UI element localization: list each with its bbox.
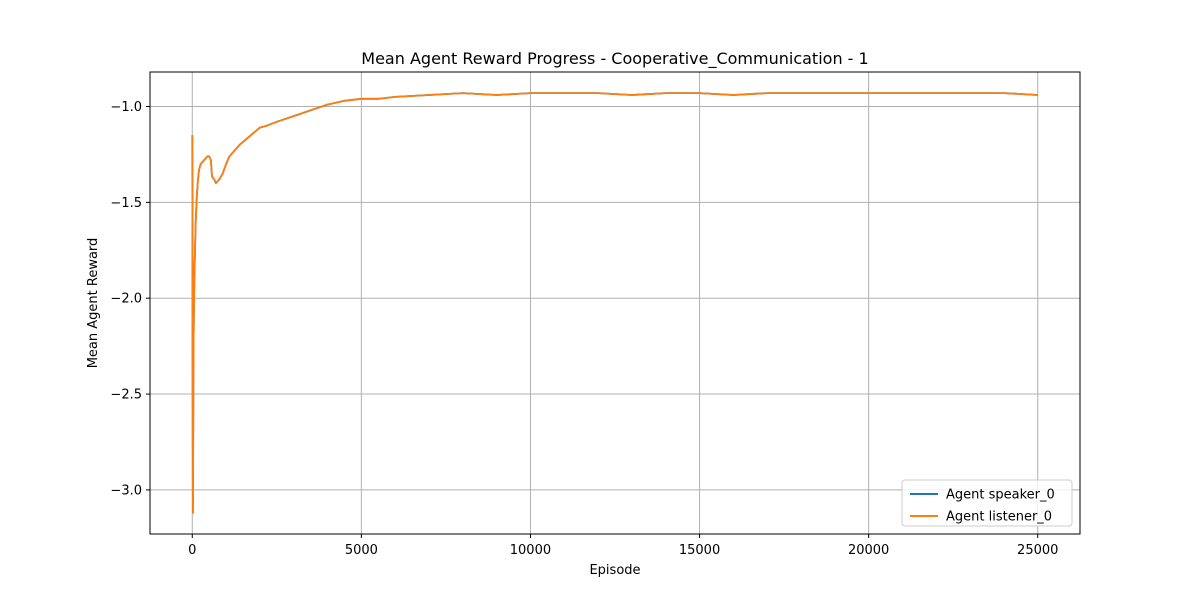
series-line-1 [191,92,1038,514]
y-axis: −3.0 −2.5 −2.0 −1.5 −1.0 [110,100,150,498]
x-axis-label: Episode [589,563,640,578]
x-axis: 0 5000 10000 15000 20000 25000 [188,534,1058,558]
legend-label: Agent listener_0 [946,510,1052,525]
x-tick-label: 5000 [345,543,378,558]
chart-title: Mean Agent Reward Progress - Cooperative… [361,49,868,69]
y-tick-label: −1.0 [110,100,142,115]
y-tick-label: −2.0 [110,292,142,307]
x-tick-label: 20000 [848,543,889,558]
y-tick-label: −3.0 [110,483,142,498]
y-tick-label: −2.5 [110,388,142,403]
x-tick-label: 0 [188,543,196,558]
plot-frame [149,71,1081,535]
y-tick-label: −1.5 [110,196,142,211]
x-tick-label: 10000 [510,543,551,558]
y-axis-label: Mean Agent Reward [86,238,101,369]
series-layer [191,92,1038,514]
x-tick-label: 15000 [679,543,720,558]
x-tick-label: 25000 [1017,543,1058,558]
legend-label: Agent speaker_0 [946,488,1055,503]
legend-box [901,479,1073,527]
legend: Agent speaker_0 Agent listener_0 [901,479,1073,527]
